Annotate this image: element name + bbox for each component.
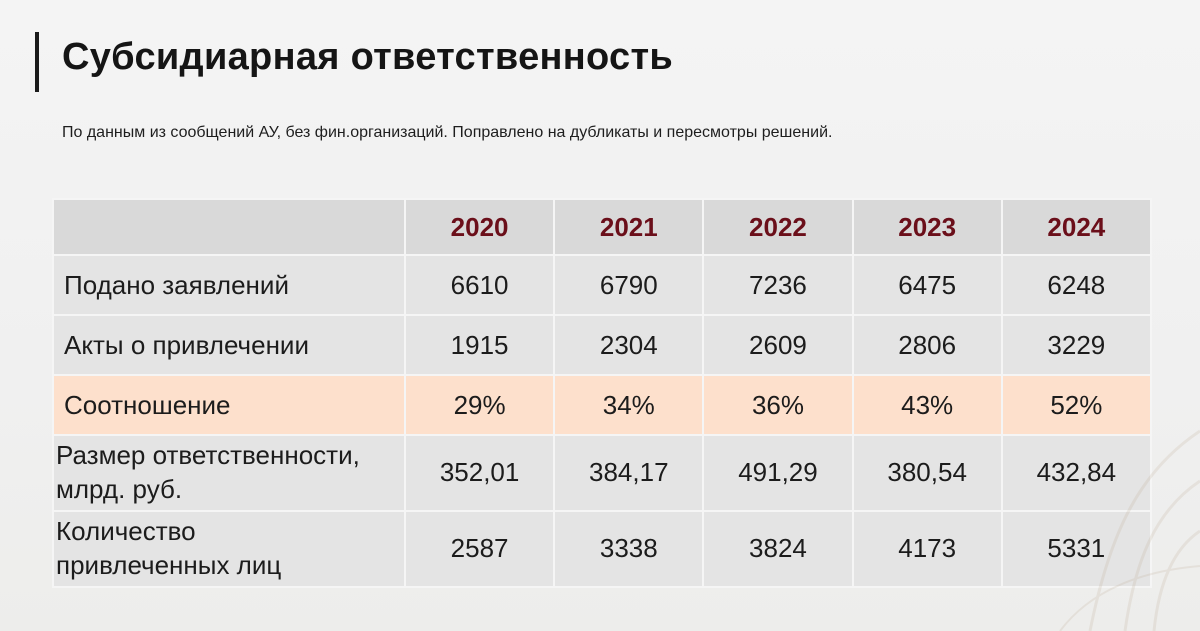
table-cell: 52% <box>1000 374 1152 436</box>
year-header: 2024 <box>1000 198 1152 256</box>
row-label-line: Количество <box>56 516 196 547</box>
table-cell: 34% <box>553 374 705 436</box>
data-table-wrapper: 2020 2021 2022 2023 2024 Подано заявлени… <box>52 198 1152 588</box>
table-cell: 1915 <box>403 314 556 376</box>
page-title: Субсидиарная ответственность <box>62 36 674 78</box>
table-row-applications: Подано заявлений 6610 6790 7236 6475 624… <box>52 254 1152 316</box>
table-cell: 7236 <box>702 254 854 316</box>
table-cell: 6610 <box>403 254 556 316</box>
row-label: Подано заявлений <box>52 254 406 316</box>
table-cell: 2304 <box>553 314 705 376</box>
table-cell: 384,17 <box>553 434 705 512</box>
table-cell: 3229 <box>1000 314 1152 376</box>
table-cell: 2587 <box>403 510 556 588</box>
table-row-liability-size: Размер ответственности, млрд. руб. 352,01… <box>52 434 1152 512</box>
table-cell: 3824 <box>702 510 854 588</box>
decorative-background-pattern <box>1059 429 1200 631</box>
table-cell: 6475 <box>851 254 1003 316</box>
table-cell: 491,29 <box>702 434 854 512</box>
row-label-line: Размер ответственности, <box>56 440 360 471</box>
row-label: Количество привлеченных лиц <box>52 510 406 588</box>
table-cell: 5331 <box>1000 510 1152 588</box>
row-label-line: млрд. руб. <box>56 474 183 504</box>
year-header: 2022 <box>702 198 854 256</box>
year-header: 2023 <box>851 198 1003 256</box>
table-cell: 2609 <box>702 314 854 376</box>
table-cell: 2806 <box>851 314 1003 376</box>
page-subtitle: По данным из сообщений АУ, без фин.орган… <box>62 124 833 141</box>
table-cell: 29% <box>403 374 556 436</box>
table-cell: 6248 <box>1000 254 1152 316</box>
table-cell: 380,54 <box>851 434 1003 512</box>
table-header-row: 2020 2021 2022 2023 2024 <box>52 198 1152 256</box>
table-row-ratio: Соотношение 29% 34% 36% 43% 52% <box>52 374 1152 436</box>
title-accent-bar <box>35 32 39 92</box>
table-row-acts: Акты о привлечении 1915 2304 2609 2806 3… <box>52 314 1152 376</box>
table-cell: 6790 <box>553 254 705 316</box>
year-header: 2020 <box>403 198 556 256</box>
table-cell: 3338 <box>553 510 705 588</box>
data-table: 2020 2021 2022 2023 2024 Подано заявлени… <box>52 198 1152 588</box>
row-label: Акты о привлечении <box>52 314 406 376</box>
row-label-line: привлеченных лиц <box>56 550 282 580</box>
table-cell: 352,01 <box>403 434 556 512</box>
table-cell: 4173 <box>851 510 1003 588</box>
year-header: 2021 <box>553 198 705 256</box>
table-corner-cell <box>52 198 406 256</box>
table-cell: 43% <box>851 374 1003 436</box>
row-label: Размер ответственности, млрд. руб. <box>52 434 406 512</box>
table-row-persons: Количество привлеченных лиц 2587 3338 382… <box>52 510 1152 588</box>
table-cell: 432,84 <box>1000 434 1152 512</box>
table-cell: 36% <box>702 374 854 436</box>
row-label: Соотношение <box>52 374 406 436</box>
